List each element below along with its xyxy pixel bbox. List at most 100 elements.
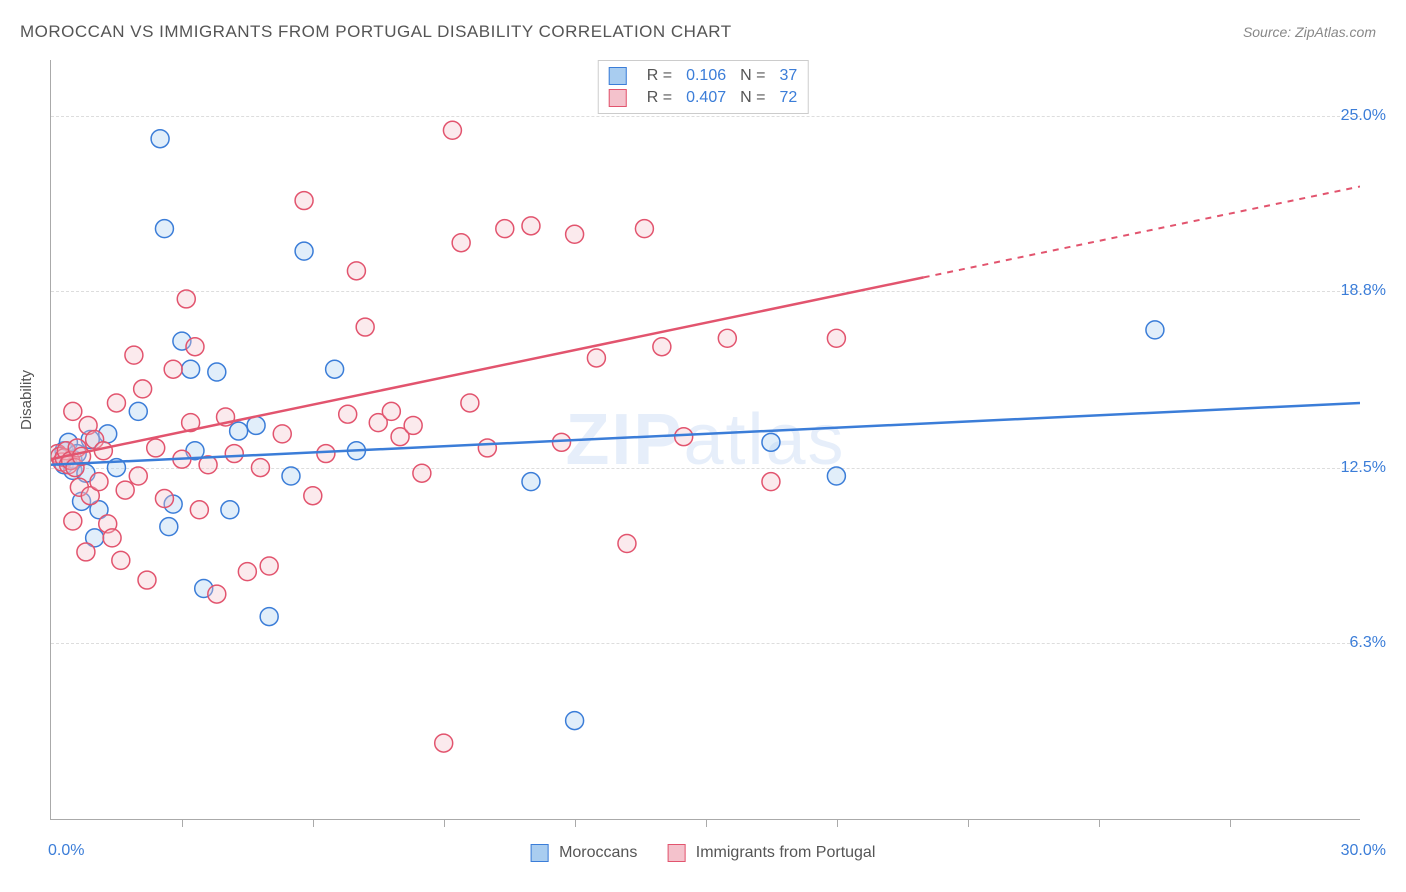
scatter-point	[618, 535, 636, 553]
scatter-point	[295, 242, 313, 260]
scatter-point	[339, 405, 357, 423]
scatter-point	[155, 220, 173, 238]
scatter-point	[251, 459, 269, 477]
scatter-point	[496, 220, 514, 238]
scatter-point	[317, 445, 335, 463]
scatter-point	[452, 234, 470, 252]
scatter-point	[260, 557, 278, 575]
scatter-point	[295, 192, 313, 210]
scatter-point	[116, 481, 134, 499]
x-axis-min-label: 0.0%	[48, 842, 84, 860]
n-value-moroccans: 37	[779, 67, 797, 85]
scatter-point	[827, 467, 845, 485]
chart-title: MOROCCAN VS IMMIGRANTS FROM PORTUGAL DIS…	[20, 22, 732, 42]
scatter-point	[382, 402, 400, 420]
swatch-moroccans	[609, 67, 627, 85]
x-tick	[837, 819, 838, 827]
x-tick	[1230, 819, 1231, 827]
scatter-point	[64, 512, 82, 530]
scatter-point	[160, 518, 178, 536]
scatter-svg	[51, 60, 1360, 819]
scatter-point	[190, 501, 208, 519]
scatter-point	[566, 712, 584, 730]
scatter-point	[164, 360, 182, 378]
x-tick	[968, 819, 969, 827]
scatter-point	[718, 329, 736, 347]
swatch-portugal	[667, 844, 685, 862]
source-attribution: Source: ZipAtlas.com	[1243, 24, 1376, 40]
r-label: R =	[647, 67, 672, 85]
scatter-point	[553, 433, 571, 451]
scatter-point	[64, 402, 82, 420]
r-value-portugal: 0.407	[686, 89, 726, 107]
scatter-point	[208, 585, 226, 603]
y-axis-label: Disability	[18, 370, 35, 430]
scatter-point	[461, 394, 479, 412]
scatter-point	[125, 346, 143, 364]
scatter-point	[653, 338, 671, 356]
scatter-point	[147, 439, 165, 457]
scatter-point	[186, 338, 204, 356]
scatter-point	[413, 464, 431, 482]
stats-legend: R = 0.106 N = 37 R = 0.407 N = 72	[598, 60, 809, 114]
scatter-point	[762, 433, 780, 451]
scatter-point	[107, 394, 125, 412]
scatter-point	[230, 422, 248, 440]
scatter-point	[587, 349, 605, 367]
x-tick	[1099, 819, 1100, 827]
x-tick	[444, 819, 445, 827]
x-axis-max-label: 30.0%	[1341, 842, 1386, 860]
chart-container: MOROCCAN VS IMMIGRANTS FROM PORTUGAL DIS…	[0, 0, 1406, 892]
scatter-point	[827, 329, 845, 347]
scatter-point	[635, 220, 653, 238]
stats-row-portugal: R = 0.407 N = 72	[609, 87, 798, 109]
x-tick	[706, 819, 707, 827]
scatter-point	[1146, 321, 1164, 339]
scatter-point	[112, 551, 130, 569]
scatter-point	[404, 416, 422, 434]
scatter-point	[282, 467, 300, 485]
scatter-point	[182, 360, 200, 378]
scatter-point	[522, 473, 540, 491]
scatter-point	[356, 318, 374, 336]
scatter-point	[208, 363, 226, 381]
scatter-point	[238, 563, 256, 581]
r-value-moroccans: 0.106	[686, 67, 726, 85]
scatter-point	[90, 473, 108, 491]
x-tick	[575, 819, 576, 827]
n-value-portugal: 72	[779, 89, 797, 107]
swatch-portugal	[609, 89, 627, 107]
stats-row-moroccans: R = 0.106 N = 37	[609, 65, 798, 87]
n-label: N =	[740, 67, 765, 85]
scatter-point	[138, 571, 156, 589]
scatter-point	[273, 425, 291, 443]
scatter-point	[77, 543, 95, 561]
r-label: R =	[647, 89, 672, 107]
scatter-point	[225, 445, 243, 463]
legend-item-portugal: Immigrants from Portugal	[667, 844, 875, 862]
scatter-point	[443, 121, 461, 139]
scatter-point	[478, 439, 496, 457]
n-label: N =	[740, 89, 765, 107]
scatter-point	[221, 501, 239, 519]
legend-label-moroccans: Moroccans	[559, 844, 637, 861]
scatter-point	[129, 467, 147, 485]
legend-label-portugal: Immigrants from Portugal	[696, 844, 876, 861]
plot-area: ZIPatlas	[50, 60, 1360, 820]
scatter-point	[129, 402, 147, 420]
scatter-point	[177, 290, 195, 308]
scatter-point	[155, 490, 173, 508]
scatter-point	[566, 225, 584, 243]
legend-item-moroccans: Moroccans	[531, 844, 638, 862]
scatter-point	[435, 734, 453, 752]
scatter-point	[134, 380, 152, 398]
scatter-point	[326, 360, 344, 378]
scatter-point	[675, 428, 693, 446]
scatter-point	[762, 473, 780, 491]
scatter-point	[151, 130, 169, 148]
scatter-point	[247, 416, 265, 434]
scatter-point	[522, 217, 540, 235]
scatter-point	[304, 487, 322, 505]
x-tick	[182, 819, 183, 827]
swatch-moroccans	[531, 844, 549, 862]
